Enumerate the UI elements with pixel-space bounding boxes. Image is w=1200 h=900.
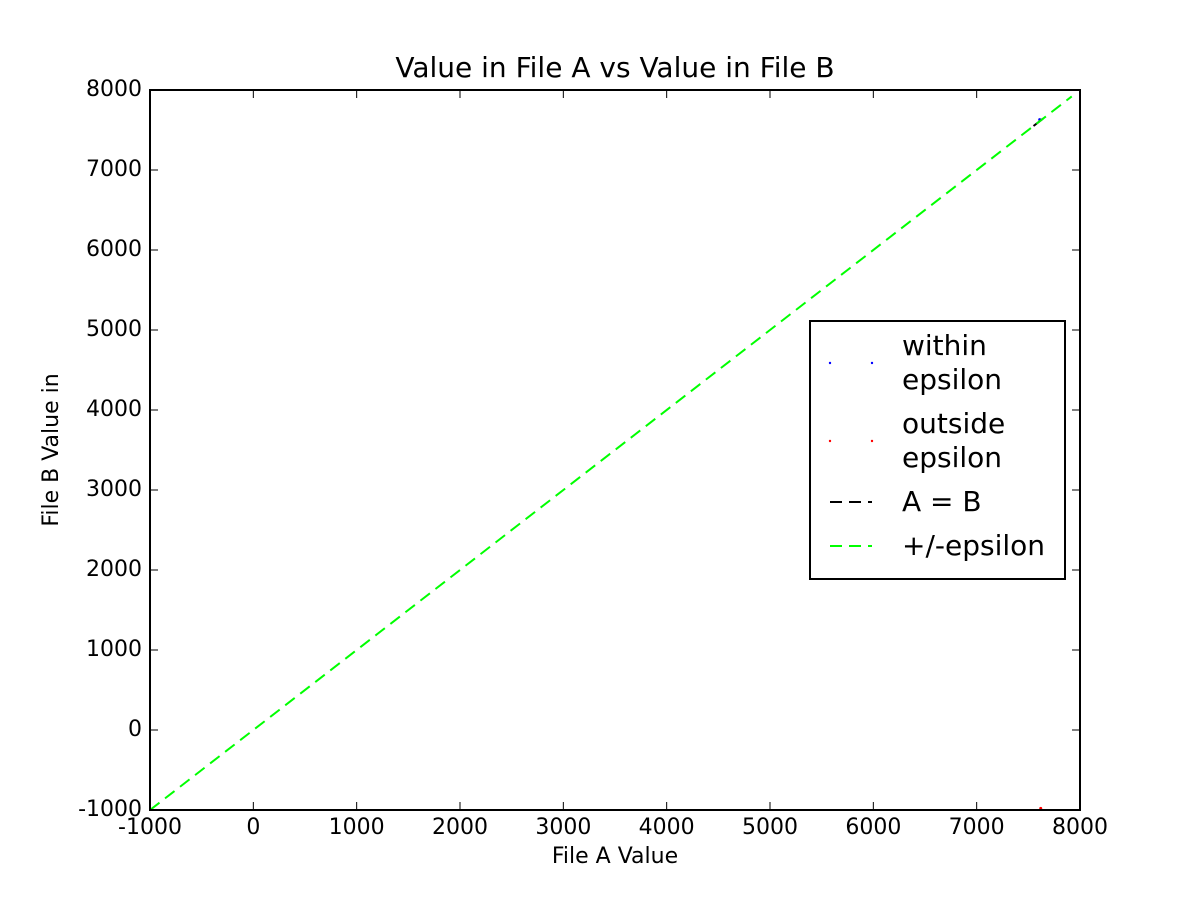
legend-label-box: A = B xyxy=(902,485,982,518)
x-tick-label: 0 xyxy=(246,815,260,840)
legend-marker xyxy=(828,439,832,443)
x-tick-label: 3000 xyxy=(535,815,591,840)
legend-label: outside epsilon xyxy=(902,407,1006,474)
chart-title: Value in File A vs Value in File B xyxy=(395,51,834,84)
y-tick-label: 7000 xyxy=(86,157,142,182)
legend-label-box: outside epsilon xyxy=(902,407,1006,474)
y-tick-label: 4000 xyxy=(86,397,142,422)
x-tick-label: 7000 xyxy=(949,815,1005,840)
legend-box xyxy=(809,320,1066,580)
legend-label: within epsilon xyxy=(902,329,1003,396)
y-tick-label: 2000 xyxy=(86,557,142,582)
x-tick-label: 5000 xyxy=(742,815,798,840)
x-axis-label: File A Value xyxy=(552,844,678,869)
legend-marker xyxy=(828,361,832,365)
y-axis-label: File B Value in xyxy=(39,373,64,526)
y-tick-label: 5000 xyxy=(86,317,142,342)
legend-marker xyxy=(870,361,874,365)
x-tick-label: -1000 xyxy=(118,815,182,840)
y-tick-label: 3000 xyxy=(86,477,142,502)
y-tick-label: -1000 xyxy=(78,797,142,822)
legend-label: +/-epsilon xyxy=(902,529,1046,562)
x-tick-label: 8000 xyxy=(1052,815,1108,840)
y-tick-label: 1000 xyxy=(86,637,142,662)
plot-frame xyxy=(149,89,1081,811)
legend-label: A = B xyxy=(902,485,982,518)
x-tick-label: 2000 xyxy=(432,815,488,840)
x-tick-label: 4000 xyxy=(639,815,695,840)
plot-area xyxy=(150,95,1073,810)
y-tick-label: 6000 xyxy=(86,237,142,262)
y-tick-label: 0 xyxy=(128,717,142,742)
line xyxy=(150,95,1073,810)
legend-label-box: within epsilon xyxy=(902,329,1003,396)
x-tick-label: 1000 xyxy=(329,815,385,840)
legend-label-box: +/-epsilon xyxy=(902,529,1046,562)
y-tick-label: 8000 xyxy=(86,77,142,102)
legend-marker xyxy=(870,439,874,443)
x-tick-label: 6000 xyxy=(845,815,901,840)
